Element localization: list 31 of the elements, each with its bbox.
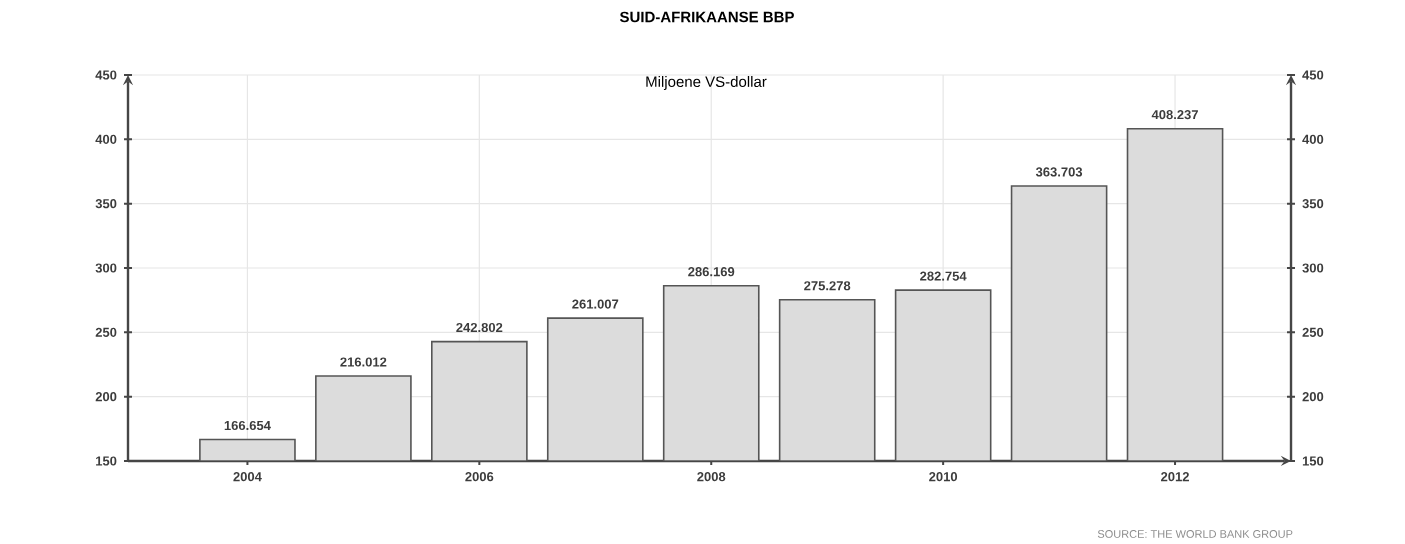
x-tick-label: 2010 (929, 472, 958, 482)
data-label: 242.802 (456, 322, 503, 333)
chart-title: SUID-AFRIKAANSE BBP (619, 11, 794, 23)
y2-tick-label: 300 (95, 263, 117, 273)
y2-tick-label: 200 (95, 392, 117, 402)
x-tick-label: 2012 (1161, 472, 1189, 482)
data-label: 363.703 (1035, 167, 1083, 177)
y-tick-label: 150 (1302, 456, 1324, 466)
y2-tick-label: 450 (95, 70, 117, 80)
x-tick-label: 2006 (465, 472, 494, 482)
data-label: 286.169 (688, 267, 735, 277)
data-label: 216.012 (340, 357, 387, 367)
chart-subtitle: Miljoene VS-dollar (646, 76, 767, 90)
data-label: 282.754 (920, 271, 967, 281)
y-tick-label: 450 (1302, 70, 1324, 80)
x-tick-label: 2008 (697, 472, 726, 482)
data-label: 275.278 (804, 281, 851, 291)
data-label: 166.654 (224, 420, 271, 431)
y-tick-label: 400 (1302, 134, 1324, 144)
x-tick-label: 2004 (233, 472, 262, 482)
y-tick-label: 350 (1302, 199, 1324, 209)
y-tick-label: 250 (1302, 327, 1324, 337)
y2-tick-label: 250 (95, 327, 117, 337)
y2-tick-label: 150 (96, 456, 117, 466)
y-tick-label: 200 (1302, 392, 1324, 402)
y2-tick-label: 400 (95, 134, 117, 144)
source-note: SOURCE: THE WORLD BANK GROUP (1097, 530, 1293, 538)
y2-tick-label: 350 (95, 199, 117, 209)
data-label: 408.237 (1151, 110, 1198, 120)
y-tick-label: 300 (1302, 263, 1324, 273)
data-label: 261.007 (572, 299, 619, 309)
